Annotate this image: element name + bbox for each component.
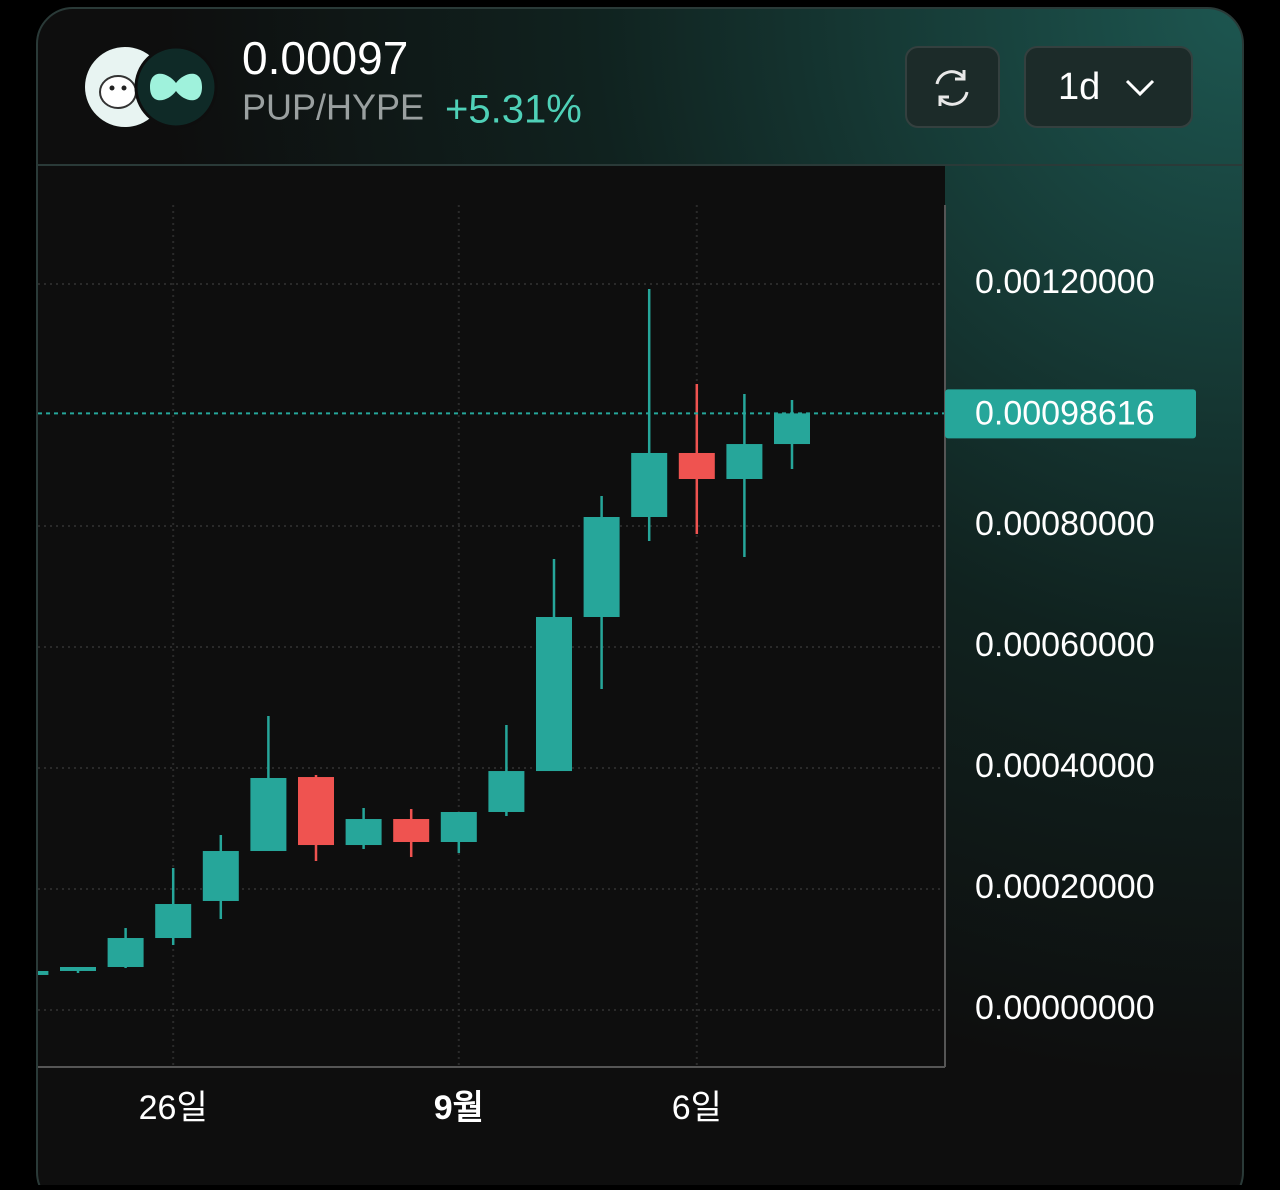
candle-body <box>726 444 763 480</box>
x-tick-label: 6일 <box>672 1089 722 1127</box>
y-tick-label: 0.00040000 <box>975 747 1155 785</box>
token-icons <box>85 45 218 129</box>
interval-label: 1d <box>1058 66 1100 108</box>
candle-body <box>202 851 239 901</box>
candle-body <box>488 771 525 812</box>
y-tick-label: 0.00060000 <box>975 626 1155 664</box>
last-price-label: 0.00098616 <box>975 394 1155 432</box>
candle-body <box>536 617 572 772</box>
change: +5.31% <box>445 88 582 132</box>
x-tick-label: 26일 <box>139 1089 208 1127</box>
y-tick-label: 0.00020000 <box>975 868 1155 906</box>
candle-body <box>298 777 334 846</box>
candle-body <box>250 777 287 852</box>
candle-body <box>155 904 192 939</box>
pair: PUP/HYPE <box>242 87 424 128</box>
x-tick-label: 9월 <box>434 1089 484 1127</box>
candle-body <box>631 452 668 517</box>
refresh-button[interactable] <box>905 46 1000 128</box>
candle-body <box>393 819 430 843</box>
candle-body <box>440 811 477 843</box>
candle-body <box>345 819 382 846</box>
candle-body <box>60 966 96 971</box>
last-price-box <box>945 389 1196 439</box>
refresh-button-bg[interactable] <box>905 46 1000 128</box>
candle-body <box>38 970 49 975</box>
chevron <box>1125 79 1155 97</box>
candle-body <box>583 516 620 618</box>
candle-body <box>774 413 810 445</box>
candle-body <box>678 452 715 480</box>
refresh-icon <box>935 70 969 106</box>
y-tick-label: 0.00080000 <box>975 505 1155 543</box>
price: 0.00097 <box>242 32 408 84</box>
candle-body <box>107 938 144 967</box>
interval-dropdown[interactable]: 1d <box>1024 46 1193 128</box>
y-tick-label: 0.00120000 <box>975 263 1155 301</box>
interval-bg[interactable] <box>1024 46 1193 128</box>
y-tick-label: 0.00000000 <box>975 989 1155 1027</box>
